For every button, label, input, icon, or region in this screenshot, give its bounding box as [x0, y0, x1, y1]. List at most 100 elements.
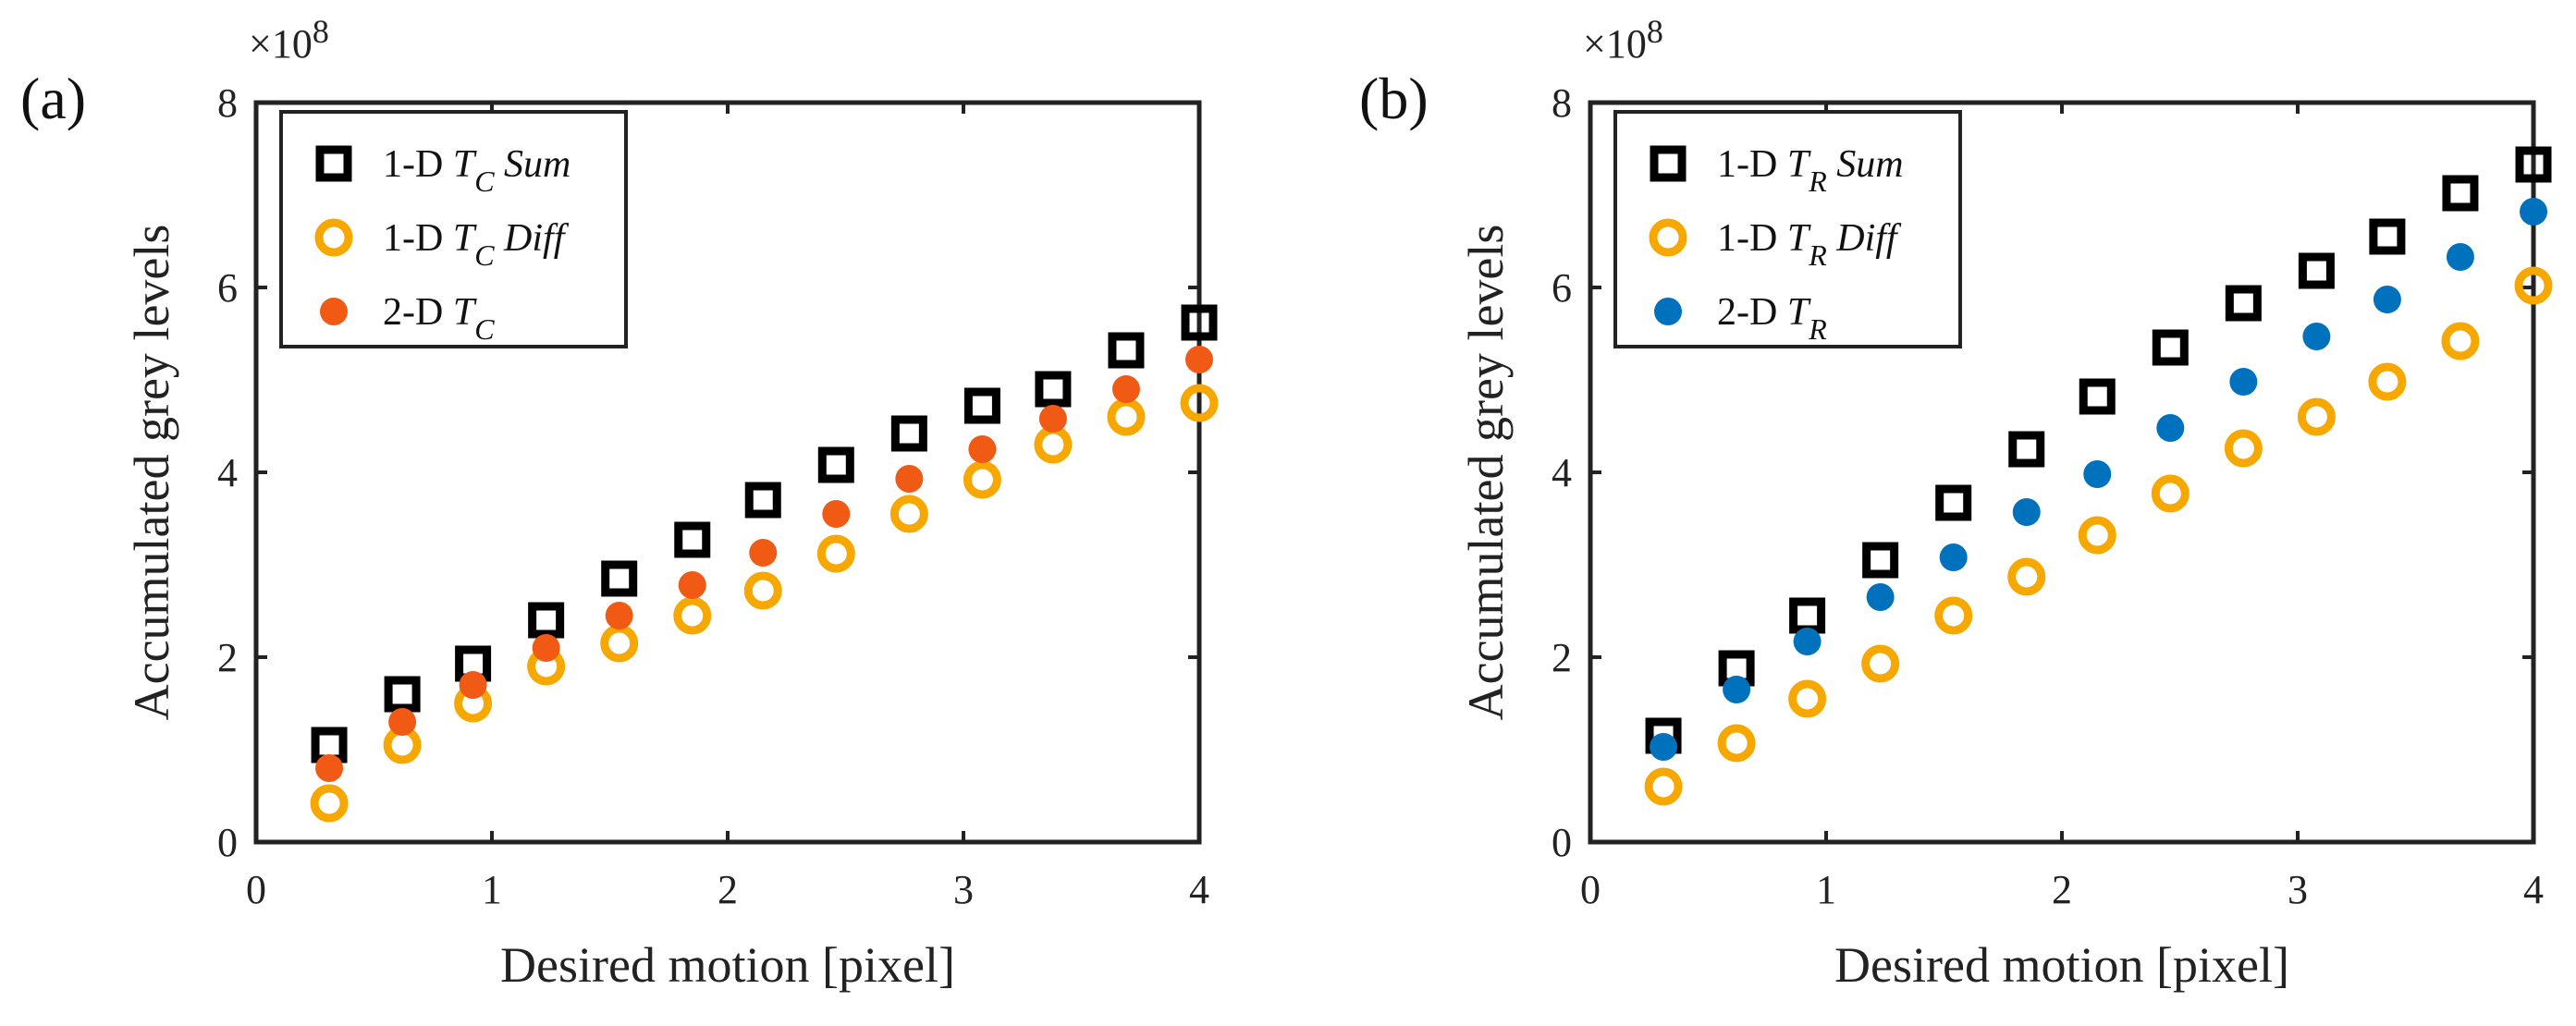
y-tick-label: 6	[217, 265, 238, 311]
data-point	[2369, 218, 2406, 255]
series-0	[311, 304, 1218, 763]
legend-prefix: 1-D	[383, 143, 453, 186]
y-axis-label: Accumulated grey levels	[124, 225, 179, 721]
data-point	[600, 624, 639, 663]
data-point	[2373, 286, 2401, 313]
data-point	[2152, 329, 2189, 366]
data-point	[459, 671, 487, 699]
data-point	[749, 539, 778, 567]
data-point	[2302, 323, 2331, 350]
legend-marker	[320, 298, 348, 325]
y-tick-label: 6	[1552, 265, 1572, 311]
series-1	[310, 384, 1219, 823]
legend-prefix: 2-D	[383, 291, 453, 334]
data-point	[310, 784, 349, 823]
legend-entry: 1-D TC Diff	[383, 217, 570, 272]
legend-marker	[315, 145, 352, 182]
data-point	[2012, 498, 2041, 526]
data-point	[2079, 378, 2116, 415]
y-exponent-label: ×108	[1583, 13, 1663, 67]
data-point	[388, 708, 417, 736]
y-tick-label: 0	[1552, 820, 1572, 865]
data-point	[678, 571, 706, 599]
x-tick-label: 4	[1189, 867, 1209, 912]
legend-suffix: Diff	[1827, 217, 1902, 260]
legend-variable: T	[1787, 217, 1811, 260]
data-point	[1108, 332, 1145, 369]
data-point	[1723, 676, 1751, 703]
data-point	[2156, 414, 2185, 442]
y-axis-label: Accumulated grey levels	[1458, 225, 1514, 721]
y-tick-label: 0	[217, 820, 238, 865]
x-tick-label: 2	[2052, 867, 2072, 912]
legend-prefix: 1-D	[1717, 217, 1787, 260]
data-point	[601, 560, 638, 597]
legend-suffix: Sum	[1827, 143, 1904, 186]
y-exponent-label: ×108	[249, 13, 329, 67]
data-point	[1034, 425, 1073, 464]
panel-label: (a)	[20, 66, 86, 131]
data-point	[2446, 243, 2474, 271]
series-2	[315, 346, 1213, 782]
data-point	[2078, 516, 2116, 555]
x-tick-label: 0	[246, 867, 266, 912]
x-axis-label: Desired motion [pixel]	[1834, 937, 2289, 993]
data-point	[1788, 679, 1827, 718]
y-tick-label: 4	[217, 450, 238, 495]
x-tick-label: 1	[482, 867, 502, 912]
data-point	[1866, 583, 1895, 611]
data-point	[1793, 628, 1822, 655]
legend-variable: T	[453, 217, 477, 260]
legend-prefix: 1-D	[1717, 143, 1787, 186]
data-point	[2514, 266, 2553, 305]
data-point	[890, 415, 927, 452]
data-point	[2515, 146, 2552, 183]
data-point	[2007, 557, 2046, 596]
data-point	[605, 602, 633, 629]
series-2	[1650, 198, 2547, 761]
data-point	[1035, 371, 1072, 408]
legend-entry: 2-D TR	[1717, 291, 1827, 346]
legend-subscript: R	[1808, 165, 1827, 198]
data-point	[963, 387, 1000, 424]
legend-variable: T	[1787, 291, 1811, 334]
data-point	[2442, 175, 2479, 212]
legend-entry: 1-D TR Diff	[1717, 217, 1902, 272]
data-point	[1862, 542, 1899, 579]
y-exponent-power: 8	[313, 13, 329, 50]
data-point	[2441, 322, 2480, 360]
y-tick-label: 8	[217, 80, 238, 126]
legend-subscript: C	[474, 165, 495, 198]
legend-subscript: R	[1808, 238, 1827, 272]
data-point	[2297, 397, 2336, 436]
data-point	[1038, 405, 1067, 433]
legend-entry: 1-D TC Sum	[383, 143, 570, 198]
chart-panel-a: (a) ×108 0 1 2 3 4 0 2 4 6 8 Desired motion [pixel] A…	[20, 13, 1219, 993]
legend-variable: T	[1787, 143, 1811, 186]
data-point	[1717, 724, 1756, 763]
legend-marker	[314, 218, 353, 257]
data-point	[2520, 198, 2547, 226]
legend-entry: 1-D TR Sum	[1717, 143, 1904, 198]
data-point	[744, 482, 781, 519]
data-point	[2298, 252, 2335, 289]
legend-variable: T	[453, 143, 477, 186]
y-tick-label: 4	[1552, 450, 1572, 495]
x-tick-label: 0	[1580, 867, 1601, 912]
legend: 1-D TC Sum 1-D TC Diff 2-D TC	[279, 110, 628, 348]
data-point	[1650, 733, 1678, 761]
data-point	[816, 534, 855, 573]
data-point	[968, 435, 997, 463]
x-axis-label: Desired motion [pixel]	[500, 937, 955, 993]
legend-prefix: 2-D	[1717, 291, 1787, 334]
legend-entry: 2-D TC	[383, 291, 495, 346]
y-exponent-power: 8	[1647, 13, 1663, 50]
data-point	[2224, 429, 2263, 468]
y-tick-label: 2	[1552, 635, 1572, 680]
legend-subscript: R	[1808, 312, 1827, 346]
data-point	[2151, 474, 2190, 513]
data-point	[673, 596, 712, 635]
data-point	[315, 754, 344, 782]
data-point	[1111, 375, 1140, 403]
